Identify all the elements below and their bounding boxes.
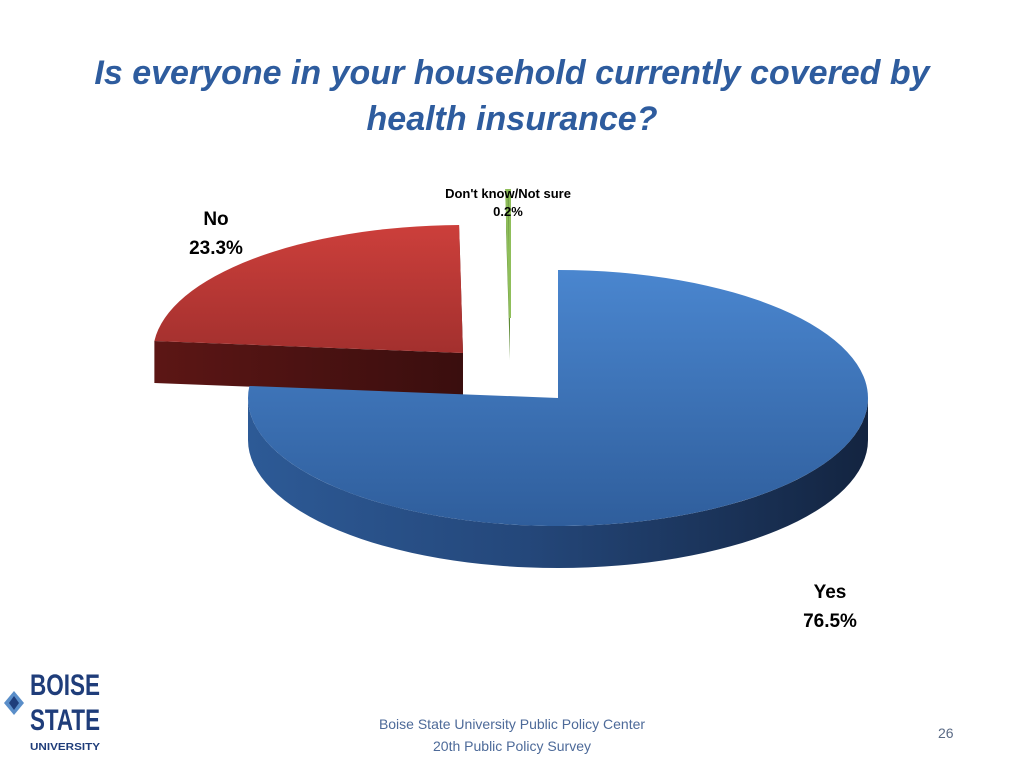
footer-text: Boise State University Public Policy Cen… <box>330 713 694 757</box>
slice-category-dont-know: Don't know/Not sure <box>445 186 571 201</box>
boise-state-logo: BOISE STATE UNIVERSITY <box>4 669 100 753</box>
slide-title-line-1: Is everyone in your household currently … <box>94 54 930 92</box>
pie-slice-wall-no-0 <box>154 340 463 395</box>
slice-category-yes: Yes <box>813 582 847 603</box>
slice-label-no: No 23.3% <box>168 205 264 263</box>
pie-slice-no <box>154 225 463 395</box>
slide-title: Is everyone in your household currently … <box>60 50 964 142</box>
slide-title-line-2: health insurance? <box>366 100 658 138</box>
pie-slice-dont-know <box>505 188 511 360</box>
pie-slice-top-no <box>154 225 463 353</box>
pie-slice-top-yes <box>248 270 869 526</box>
logo-word-boise: BOISE <box>30 669 100 702</box>
slice-value-yes: 76.5% <box>803 611 857 632</box>
logo-word-university: UNIVERSITY <box>30 742 100 753</box>
pie-slice-yes <box>248 270 869 568</box>
slice-category-no: No <box>203 209 229 230</box>
logo-diamond-icon <box>4 691 24 715</box>
pie-slice-side-yes <box>248 398 868 568</box>
slice-value-no: 23.3% <box>189 238 243 259</box>
footer-line-2: 20th Public Policy Survey <box>433 738 591 754</box>
slice-value-dont-know: 0.2% <box>493 204 523 219</box>
slice-label-dont-know: Don't know/Not sure 0.2% <box>418 185 598 221</box>
logo-word-state: STATE <box>30 704 100 737</box>
footer-line-1: Boise State University Public Policy Cen… <box>378 716 646 732</box>
page-number: 26 <box>938 725 954 741</box>
pie-slice-top-dont-know <box>505 188 511 319</box>
slice-label-yes: Yes 76.5% <box>782 578 878 636</box>
